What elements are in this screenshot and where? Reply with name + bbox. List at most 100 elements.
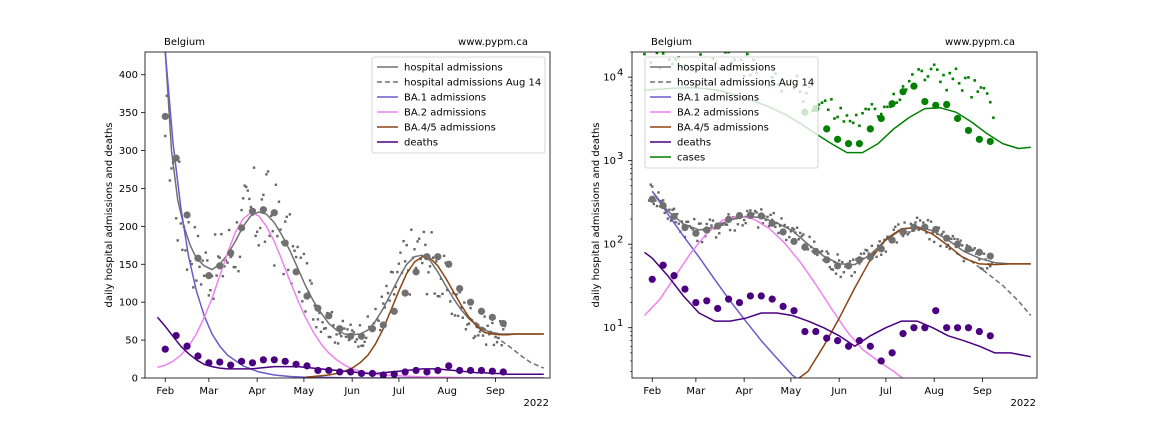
daily-hosp-point (472, 336, 475, 340)
daily-hosp-point (474, 335, 477, 338)
weekly-hosp-marker (466, 298, 475, 306)
right-legend: hospital admissions hospital admissions A… (644, 56, 819, 169)
daily-hosp-point (170, 167, 173, 170)
daily-hosp-point (382, 302, 385, 305)
weekly-death-marker (975, 327, 983, 336)
daily-hosp-point (467, 322, 471, 325)
daily-hosp-point (693, 217, 696, 221)
daily-case-point (873, 107, 877, 111)
daily-hosp-point (777, 231, 780, 235)
daily-hosp-point (224, 259, 228, 262)
daily-case-point (848, 119, 852, 123)
daily-hosp-point (795, 226, 799, 229)
daily-hosp-point (867, 252, 870, 255)
daily-hosp-point (696, 239, 699, 243)
daily-case-point (870, 102, 874, 106)
legend-label: deaths (404, 138, 438, 149)
daily-hosp-point (850, 274, 853, 278)
daily-case-point (876, 115, 880, 118)
daily-case-point (693, 46, 696, 49)
daily-hosp-point (911, 229, 914, 232)
weekly-death-marker (932, 307, 940, 315)
daily-hosp-point (464, 328, 468, 331)
daily-hosp-point (858, 262, 861, 265)
weekly-hosp-marker (986, 252, 994, 260)
daily-hosp-point (313, 304, 316, 307)
daily-hosp-point (878, 240, 881, 243)
daily-hosp-point (425, 292, 429, 296)
daily-case-point (895, 101, 899, 104)
daily-hosp-point (813, 240, 816, 243)
weekly-death-marker (844, 342, 853, 350)
daily-hosp-point (299, 256, 302, 259)
legend-label: deaths (677, 138, 711, 149)
weekly-hosp-marker (172, 154, 180, 162)
weekly-death-marker (888, 349, 896, 357)
daily-hosp-point (736, 223, 740, 226)
weekly-hosp-marker (325, 312, 333, 320)
daily-hosp-point (837, 259, 841, 262)
daily-hosp-point (884, 250, 888, 253)
daily-hosp-point (816, 253, 819, 257)
daily-hosp-point (327, 335, 331, 339)
daily-hosp-point (831, 268, 835, 271)
daily-hosp-point (965, 244, 969, 247)
weekly-death-marker (877, 357, 885, 365)
daily-hosp-point (316, 318, 320, 321)
daily-case-point (904, 88, 908, 91)
daily-hosp-point (971, 248, 975, 252)
daily-case-point (705, 48, 708, 51)
daily-hosp-point (357, 345, 360, 348)
x-tick-label: Jun (343, 386, 360, 397)
daily-hosp-point (209, 288, 212, 292)
weekly-death-marker (194, 352, 202, 360)
daily-case-point (839, 106, 843, 110)
daily-hosp-point (332, 324, 335, 327)
weekly-death-marker (692, 298, 700, 307)
daily-hosp-point (449, 300, 452, 303)
weekly-hosp-marker (888, 236, 896, 244)
daily-hosp-point (174, 217, 178, 220)
daily-hosp-point (895, 241, 899, 244)
left-plot-frame (144, 51, 551, 379)
daily-hosp-point (461, 316, 464, 319)
weekly-hosp-marker (877, 245, 885, 253)
x-tick-label: Feb (643, 386, 661, 397)
daily-case-point (836, 115, 839, 119)
daily-case-point (939, 80, 942, 84)
daily-hosp-point (315, 325, 318, 329)
weekly-hosp-marker (834, 262, 842, 270)
daily-hosp-point (931, 231, 934, 234)
daily-hosp-point (338, 332, 341, 335)
series-line-ba-4-5-admissions (797, 226, 1031, 378)
weekly-hosp-marker (855, 256, 864, 264)
daily-case-point (951, 77, 955, 81)
daily-hosp-point (308, 279, 312, 282)
daily-hosp-point (778, 224, 782, 228)
daily-hosp-point (254, 234, 257, 238)
daily-hosp-point (273, 264, 276, 267)
weekly-case-marker (964, 126, 973, 135)
weekly-death-marker (205, 359, 213, 367)
daily-hosp-point (718, 232, 721, 235)
y-tick-label: 400 (119, 70, 138, 81)
weekly-death-marker (412, 366, 420, 375)
left-chart-panel: 0 50 100 150 200 250 300 350 400 Feb Mar Apr May Jun… (104, 33, 551, 409)
weekly-death-marker (866, 342, 874, 350)
daily-hosp-point (951, 234, 955, 238)
daily-hosp-point (354, 340, 357, 344)
daily-hosp-point (260, 198, 264, 201)
weekly-death-marker (281, 357, 289, 365)
daily-hosp-point (201, 259, 204, 262)
weekly-hosp-marker (692, 229, 700, 237)
daily-hosp-point (340, 335, 343, 338)
daily-hosp-point (445, 288, 449, 292)
weekly-hosp-marker (714, 222, 722, 230)
right-year-label: 2022 (1011, 398, 1036, 409)
daily-case-point (842, 120, 846, 123)
x-tick-label: Aug (437, 386, 457, 397)
daily-case-point (724, 52, 727, 54)
daily-hosp-point (167, 33, 169, 35)
daily-hosp-point (410, 228, 413, 231)
weekly-case-marker (855, 140, 864, 148)
